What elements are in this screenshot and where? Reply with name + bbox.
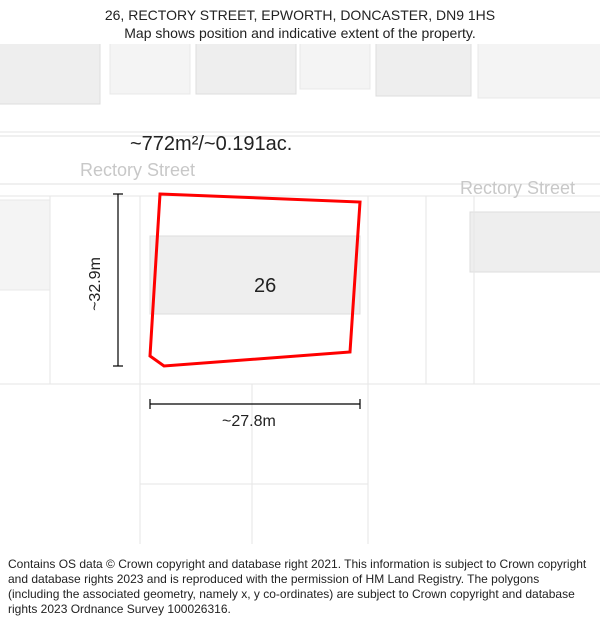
building-block bbox=[300, 44, 370, 89]
dim-horizontal-label: ~27.8m bbox=[222, 413, 276, 430]
page-subtitle: Map shows position and indicative extent… bbox=[10, 24, 590, 42]
map-area: Rectory Street Rectory Street ~772m²/~0.19… bbox=[0, 44, 600, 544]
footer-attribution: Contains OS data © Crown copyright and d… bbox=[0, 551, 600, 625]
dim-vertical-label: ~32.9m bbox=[87, 257, 104, 311]
street-label: Rectory Street bbox=[460, 178, 575, 198]
building-block bbox=[196, 44, 296, 94]
building-block bbox=[376, 44, 471, 96]
header: 26, RECTORY STREET, EPWORTH, DONCASTER, … bbox=[0, 0, 600, 44]
street-label: Rectory Street bbox=[80, 160, 195, 180]
page-title: 26, RECTORY STREET, EPWORTH, DONCASTER, … bbox=[10, 6, 590, 24]
house-number: 26 bbox=[254, 275, 276, 297]
building-block bbox=[0, 44, 100, 104]
area-label: ~772m²/~0.191ac. bbox=[130, 133, 292, 155]
building-block bbox=[478, 44, 600, 98]
building-block bbox=[110, 44, 190, 94]
building-block bbox=[470, 212, 600, 272]
building-block bbox=[0, 200, 50, 290]
map-svg: Rectory Street Rectory Street ~772m²/~0.19… bbox=[0, 44, 600, 544]
